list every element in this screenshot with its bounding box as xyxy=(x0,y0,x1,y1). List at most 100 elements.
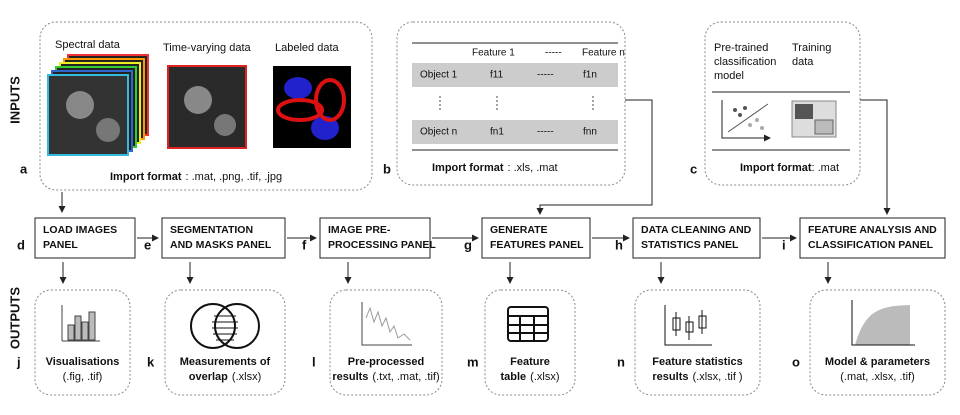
letter: e xyxy=(144,237,151,252)
table-header: Feature n xyxy=(582,48,625,59)
side-label: OUTPUTS xyxy=(7,287,22,349)
panel xyxy=(161,217,286,259)
input-box xyxy=(39,21,373,191)
output-bold: Pre-processed xyxy=(348,356,424,368)
letter: a xyxy=(20,161,28,176)
import-value: : .mat, .png, .tif, .jpg xyxy=(186,171,283,183)
import-value: : .mat xyxy=(812,162,840,174)
output-bold: Measurements of xyxy=(180,356,271,368)
table-header: ----- xyxy=(545,48,562,59)
letter: o xyxy=(792,354,800,369)
import-format: Import format : .mat, .png, .tif, .jpg xyxy=(110,171,282,183)
table-cell: Object 1 xyxy=(420,70,458,81)
table-cell: Object n xyxy=(420,127,457,138)
output-box xyxy=(484,289,576,396)
import-format: Import format : .xls, .mat xyxy=(432,162,558,174)
letter: n xyxy=(617,354,625,369)
letter: f xyxy=(302,237,307,252)
table-header: Feature 1 xyxy=(472,48,515,59)
output-bold: overlap xyxy=(189,371,228,383)
import-label: Import format xyxy=(110,171,182,183)
item-label: classification xyxy=(714,56,776,68)
panel-label: CLASSIFICATION PANEL xyxy=(808,239,934,251)
output-label: Visualisations xyxy=(46,356,120,368)
histogram-icon xyxy=(61,305,100,342)
letter: m xyxy=(467,354,479,369)
output-label: Feature statistics xyxy=(652,356,742,368)
output-label: Feature xyxy=(510,356,550,368)
image-label: Spectral data xyxy=(55,39,121,51)
letter: j xyxy=(16,354,21,369)
output-label: overlap (.xlsx) xyxy=(189,371,261,383)
output-bold: Model & parameters xyxy=(825,356,930,368)
input-box xyxy=(704,21,861,186)
output-label: Model & parameters xyxy=(825,356,930,368)
table-cell: fn1 xyxy=(490,127,504,138)
output-box xyxy=(34,289,131,396)
output-label: results (.txt, .mat, .tif) xyxy=(332,371,439,383)
panel-label: PROCESSING PANEL xyxy=(328,239,436,251)
output-box xyxy=(809,289,946,396)
output-label: Pre-processed xyxy=(348,356,424,368)
item-label: Pre-trained xyxy=(714,42,768,54)
panel-label: SEGMENTATION xyxy=(170,224,253,236)
scatter-icon xyxy=(721,100,771,142)
item-label: model xyxy=(714,70,744,82)
panel xyxy=(632,217,761,259)
item-label: Training xyxy=(792,42,831,54)
letter: k xyxy=(147,354,155,369)
image-label: Time-varying data xyxy=(163,42,252,54)
venn-icon xyxy=(190,303,260,349)
output-text: (.txt, .mat, .tif) xyxy=(372,371,439,383)
side-label: INPUTS xyxy=(7,76,22,124)
output-box xyxy=(164,289,286,396)
import-label: Import format xyxy=(740,162,812,174)
letter: d xyxy=(17,237,25,252)
output-bold: Visualisations xyxy=(46,356,120,368)
item-label: data xyxy=(792,56,814,68)
output-label: (.mat, .xlsx, .tif) xyxy=(840,371,915,383)
labeled-image xyxy=(273,66,351,148)
boxplot-icon xyxy=(664,305,712,346)
letter: c xyxy=(690,161,697,176)
output-text: (.mat, .xlsx, .tif) xyxy=(840,371,915,383)
panel-label: AND MASKS PANEL xyxy=(170,239,272,251)
panel-label: DATA CLEANING AND xyxy=(641,224,752,236)
output-box xyxy=(329,289,443,396)
output-bold: Feature xyxy=(510,356,550,368)
output-bold: Feature statistics xyxy=(652,356,742,368)
panel-label: GENERATE xyxy=(490,224,548,236)
letter: l xyxy=(312,354,316,369)
output-text: (.xlsx) xyxy=(232,371,261,383)
table-cell: f1n xyxy=(583,70,597,81)
panel-label: FEATURE ANALYSIS AND xyxy=(808,224,937,236)
output-label: Measurements of xyxy=(180,356,271,368)
output-text: (.fig, .tif) xyxy=(63,371,103,383)
spectral-image xyxy=(47,54,149,156)
curve-icon xyxy=(851,300,915,346)
panel xyxy=(799,217,946,259)
output-bold: table xyxy=(500,371,526,383)
import-value: : .xls, .mat xyxy=(508,162,558,174)
time-image xyxy=(167,65,247,149)
panel-label: PANEL xyxy=(43,239,78,251)
table-cell: fnn xyxy=(583,127,597,138)
import-label: Import format xyxy=(432,162,504,174)
output-label: (.fig, .tif) xyxy=(63,371,103,383)
panel-label: LOAD IMAGES xyxy=(43,224,117,236)
table-cell: ----- xyxy=(537,70,554,81)
letter: b xyxy=(383,161,391,176)
signal-icon xyxy=(361,302,412,346)
output-text: (.xlsx, .tif ) xyxy=(692,371,742,383)
output-bold: results xyxy=(652,371,688,383)
table-cell: ----- xyxy=(537,127,554,138)
table-cell: f11 xyxy=(490,70,504,81)
letter: h xyxy=(615,237,623,252)
panel xyxy=(481,217,591,259)
table-icon xyxy=(507,306,549,342)
input-box xyxy=(396,21,626,186)
output-label: table (.xlsx) xyxy=(500,371,559,383)
letter: g xyxy=(464,237,472,252)
output-bold: results xyxy=(332,371,368,383)
